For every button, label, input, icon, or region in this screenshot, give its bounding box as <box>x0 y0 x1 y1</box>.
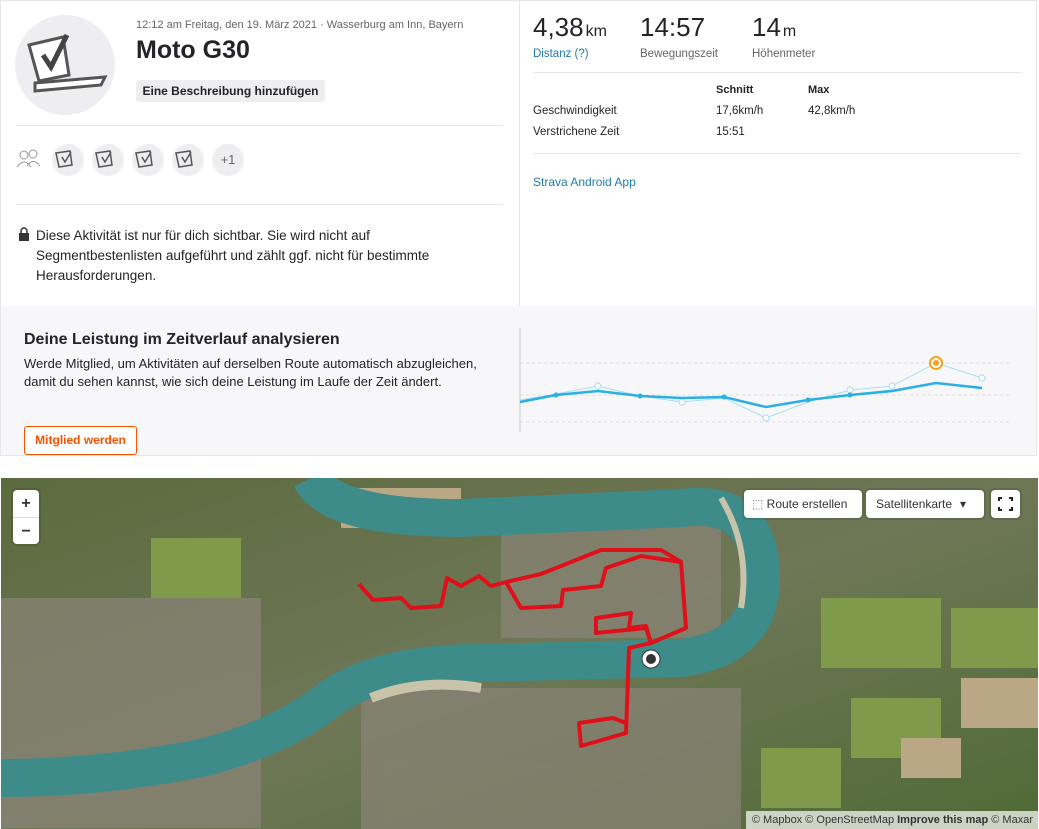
stat-label: Höhenmeter <box>752 48 816 60</box>
stat: 4,38 km <box>533 12 607 43</box>
stat-unit: m <box>782 23 797 40</box>
stat-label[interactable]: Distanz (?) <box>533 48 589 60</box>
privacy-note: Diese Aktivität ist nur für dich sichtba… <box>36 228 430 283</box>
column-header: Schnitt <box>716 84 754 96</box>
trend-illustration <box>519 328 1012 432</box>
row-value: 42,8km/h <box>808 105 856 117</box>
join-button[interactable]: Mitglied werden <box>24 426 137 455</box>
map[interactable] <box>1 478 1038 829</box>
zoom-out[interactable]: − <box>13 517 39 545</box>
stat: 14:57 <box>640 12 705 43</box>
zoom-in[interactable]: + <box>21 495 31 512</box>
stat-label: Bewegungszeit <box>640 48 718 60</box>
column-header: Max <box>808 84 830 96</box>
row-value: 17,6km/h <box>716 105 764 117</box>
fullscreen-icon <box>998 497 1013 511</box>
attribution: © Mapbox © OpenStreetMap Improve this ma… <box>745 811 1039 829</box>
row-value: 15:51 <box>716 126 745 138</box>
divider <box>16 204 503 205</box>
stat: 14 m <box>752 12 796 43</box>
divider <box>533 72 1021 73</box>
layer-button[interactable]: Satellitenkarte ▾ <box>866 490 984 518</box>
activity-title: Moto G30 <box>136 36 250 64</box>
stat-value: 4,38 <box>533 12 584 42</box>
activity-panel <box>0 0 1037 456</box>
route-button-label: Route erstellen <box>766 497 848 511</box>
more-athletes[interactable]: +1 <box>220 152 236 167</box>
stat-unit: km <box>585 23 607 40</box>
row-label: Geschwindigkeit <box>533 105 617 117</box>
divider <box>533 153 1021 154</box>
fullscreen-button[interactable] <box>991 490 1020 518</box>
device-link[interactable]: Strava Android App <box>533 175 636 189</box>
route-button[interactable]: ⬚ Route erstellen <box>744 490 862 518</box>
stat-value: 14:57 <box>640 12 706 42</box>
add-description-button[interactable]: Eine Beschreibung hinzufügen <box>136 80 325 102</box>
layer-button-label: Satellitenkarte <box>876 497 953 511</box>
zoom-control: + − <box>13 490 39 544</box>
activity-datetime: 12:12 am Freitag, den 19. März 2021 · Wa… <box>136 19 464 31</box>
athletes-row <box>16 144 244 176</box>
lock-icon <box>19 227 29 241</box>
promo-panel <box>1 306 1036 455</box>
divider <box>16 125 503 126</box>
improve-link[interactable]: Improve this map <box>897 814 989 826</box>
attribution-text: © Mapbox © OpenStreetMap <box>751 814 895 826</box>
stat-value: 14 <box>752 12 781 42</box>
divider <box>519 1 520 306</box>
promo-body: Werde Mitglied, um Aktivitäten auf derse… <box>24 356 477 389</box>
promo-heading: Deine Leistung im Zeitverlauf analysiere… <box>24 331 340 348</box>
row-label: Verstrichene Zeit <box>533 126 620 138</box>
attribution-text: © Maxar <box>991 814 1033 826</box>
avatar <box>15 15 115 115</box>
